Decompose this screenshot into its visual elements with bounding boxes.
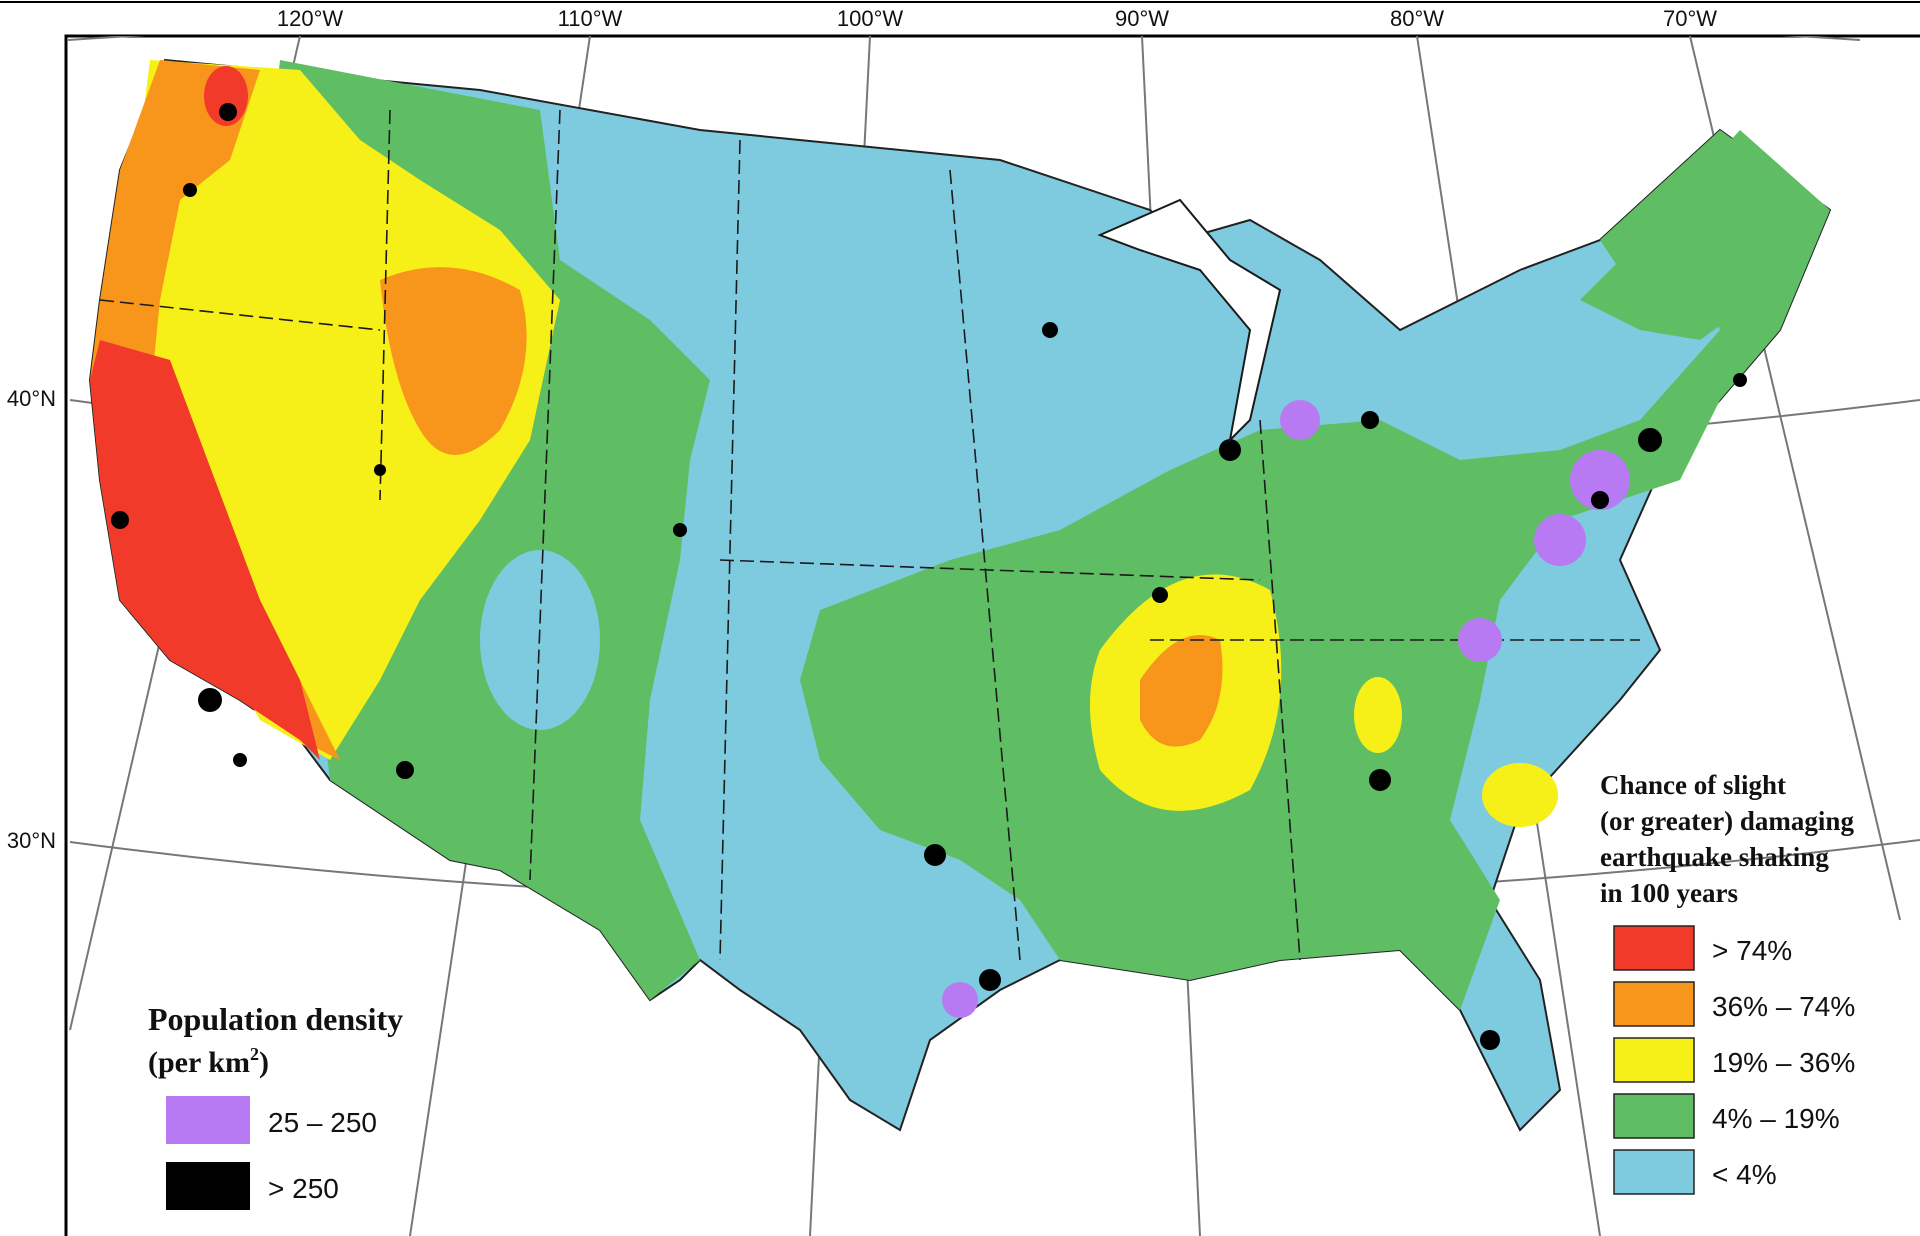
zone-high-new-madrid xyxy=(1140,635,1223,747)
population-legend-unit-superscript: 2 xyxy=(250,1044,259,1064)
population-legend-unit-suffix: ) xyxy=(259,1046,269,1079)
city-san-diego xyxy=(233,753,247,767)
zone-intermediate-charleston xyxy=(1482,763,1558,827)
cluster-medium-carolinas xyxy=(1458,618,1502,662)
city-washington xyxy=(1591,491,1609,509)
city-los-angeles xyxy=(198,688,222,712)
city-chicago xyxy=(1219,439,1241,461)
city-boston xyxy=(1733,373,1747,387)
hazard-label-high: 36% – 74% xyxy=(1712,991,1855,1022)
population-legend-title: Population density xyxy=(148,1001,403,1037)
hazard-legend-title-line-3: earthquake shaking xyxy=(1600,842,1829,872)
boundary-mid-parallel xyxy=(719,559,1261,581)
population-swatch-high xyxy=(166,1162,250,1210)
hazard-legend-title-line-4: in 100 years xyxy=(1600,878,1738,908)
lon-label-80w: 80°W xyxy=(1390,6,1444,31)
lon-label-90w: 90°W xyxy=(1115,6,1169,31)
cluster-medium-gulf xyxy=(942,982,978,1018)
hazard-label-intermediate: 19% – 36% xyxy=(1712,1047,1855,1078)
hazard-label-very-high: > 74% xyxy=(1712,935,1792,966)
longitude-labels: 120°W 110°W 100°W 90°W 80°W 70°W xyxy=(277,6,1717,31)
zone-very-high-puget-sound xyxy=(204,66,248,126)
city-new-york xyxy=(1638,428,1662,452)
hazard-swatch-moderate xyxy=(1613,1093,1695,1139)
city-houston xyxy=(979,969,1001,991)
boundary-mississippi-line xyxy=(949,169,1021,961)
hazard-swatch-very-high xyxy=(1613,925,1695,971)
population-swatch-medium xyxy=(166,1096,250,1144)
population-legend-unit: (per km2) xyxy=(148,1044,269,1079)
city-salt-lake-city xyxy=(374,464,386,476)
city-st-louis xyxy=(1152,587,1168,603)
zone-intermediate-east-tennessee xyxy=(1354,677,1402,753)
hazard-legend-title-line-2: (or greater) damaging xyxy=(1600,806,1854,836)
lat-label-40n: 40°N xyxy=(7,386,56,411)
lon-label-120w: 120°W xyxy=(277,6,344,31)
lon-label-100w: 100°W xyxy=(837,6,904,31)
cluster-medium-northeast xyxy=(1570,450,1630,510)
city-minneapolis xyxy=(1042,322,1058,338)
lat-label-30n: 30°N xyxy=(7,828,56,853)
zone-moderate-new-england xyxy=(1580,130,1830,340)
great-lakes xyxy=(1097,198,1282,443)
boundary-plains xyxy=(719,139,741,961)
zone-high-intermountain xyxy=(380,267,527,455)
hazard-swatch-intermediate xyxy=(1613,1037,1695,1083)
latitude-labels: 40°N 30°N xyxy=(7,386,56,853)
population-label-medium: 25 – 250 xyxy=(268,1107,377,1138)
boundary-oregon-california xyxy=(99,299,381,331)
population-clusters xyxy=(111,103,1747,1050)
hazard-legend: Chance of slight (or greater) damaging e… xyxy=(1600,770,1855,1195)
city-miami xyxy=(1480,1030,1500,1050)
lon-label-70w: 70°W xyxy=(1663,6,1717,31)
city-seattle xyxy=(219,103,237,121)
city-phoenix xyxy=(396,761,414,779)
city-dallas xyxy=(924,844,946,866)
boundary-ohio-valley xyxy=(1259,419,1301,961)
hazard-swatch-low xyxy=(1613,1149,1695,1195)
cluster-medium-great-lakes xyxy=(1280,400,1320,440)
cluster-medium-mid-atlantic xyxy=(1534,514,1586,566)
hazard-swatch-high xyxy=(1613,981,1695,1027)
city-detroit xyxy=(1361,411,1379,429)
population-legend-unit-prefix: (per km xyxy=(148,1046,250,1079)
lon-label-110w: 110°W xyxy=(558,6,623,31)
boundary-nevada-utah xyxy=(379,109,391,501)
city-portland xyxy=(183,183,197,197)
boundary-west-interior xyxy=(529,109,561,881)
zone-very-high-california xyxy=(90,340,320,760)
zone-moderate-east xyxy=(800,130,1830,1010)
hazard-legend-title-line-1: Chance of slight xyxy=(1600,770,1786,800)
population-legend: Population density (per km2) 25 – 250 > … xyxy=(148,1001,403,1210)
city-atlanta xyxy=(1369,769,1391,791)
hazard-label-moderate: 4% – 19% xyxy=(1712,1103,1840,1134)
city-denver xyxy=(673,523,687,537)
state-boundaries xyxy=(99,109,1640,961)
population-label-high: > 250 xyxy=(268,1173,339,1204)
city-san-francisco xyxy=(111,511,129,529)
hazard-label-low: < 4% xyxy=(1712,1159,1777,1190)
